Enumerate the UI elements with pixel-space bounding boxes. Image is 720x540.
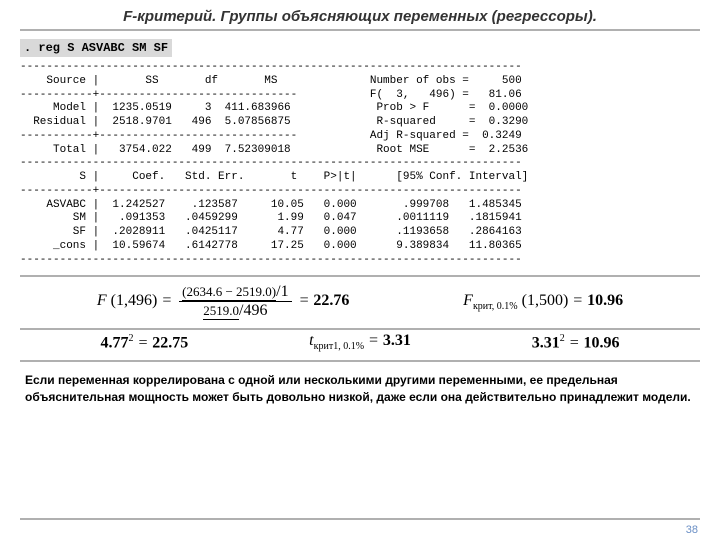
square-b: 3.312 = 10.96: [532, 333, 620, 352]
slide-title: F-критерий. Группы объясняющих переменны…: [0, 0, 720, 29]
separator-2: [20, 328, 700, 330]
page-number: 38: [686, 524, 698, 536]
f-crit-formula: Fкрит, 0.1% (1,500) = 10.96: [463, 292, 623, 312]
formula-row-2: 4.772 = 22.75 tкрит1, 0.1% = 3.31 3.312 …: [40, 332, 680, 352]
f-stat-formula: F (1,496) = (2634.6 − 2519.0)/1 2519.0/4…: [97, 283, 349, 320]
body-paragraph: Если переменная коррелирована с одной ил…: [25, 372, 695, 404]
separator-3: [20, 360, 700, 362]
formula-row-1: F (1,496) = (2634.6 − 2519.0)/1 2519.0/4…: [40, 283, 680, 320]
command-line: . reg S ASVABC SM SF: [0, 31, 720, 57]
t-crit: tкрит1, 0.1% = 3.31: [309, 332, 411, 352]
regression-output: ----------------------------------------…: [20, 61, 700, 267]
separator-1: [20, 275, 700, 277]
square-a: 4.772 = 22.75: [100, 333, 188, 352]
footer-line: [20, 518, 700, 520]
